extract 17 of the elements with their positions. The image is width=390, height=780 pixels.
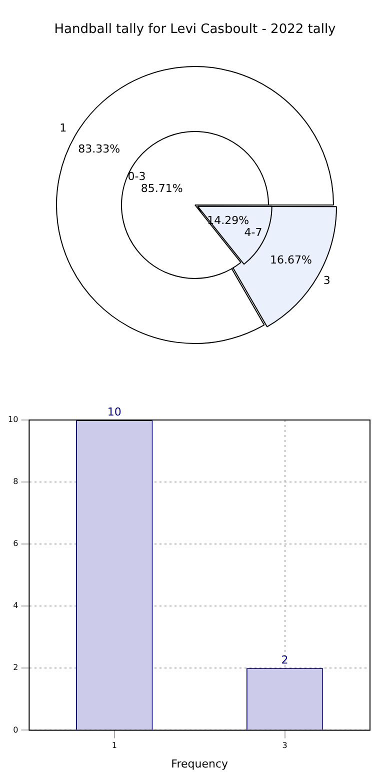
data-label: 83.33%: [78, 142, 120, 156]
y-tick-label: 2: [13, 663, 18, 672]
y-tick-label: 4: [13, 601, 18, 610]
x-axis-title: Frequency: [171, 757, 228, 770]
data-label: 16.67%: [270, 253, 312, 266]
y-tick-label: 8: [13, 477, 18, 486]
chart-title: Handball tally for Levi Casboult - 2022 tally: [53, 22, 337, 37]
y-tick-label: 10: [8, 415, 18, 424]
y-tick-label: 6: [13, 539, 18, 548]
slice-label: 4-7: [244, 226, 262, 239]
data-label: 85.71%: [140, 182, 183, 195]
slice-label: 3: [323, 274, 330, 288]
data-label: 10: [107, 405, 122, 418]
data-label: 2: [281, 654, 288, 667]
y-tick-label: 0: [13, 725, 18, 734]
slice-label: 1: [60, 122, 67, 135]
slice-label: 0-3: [128, 170, 146, 183]
